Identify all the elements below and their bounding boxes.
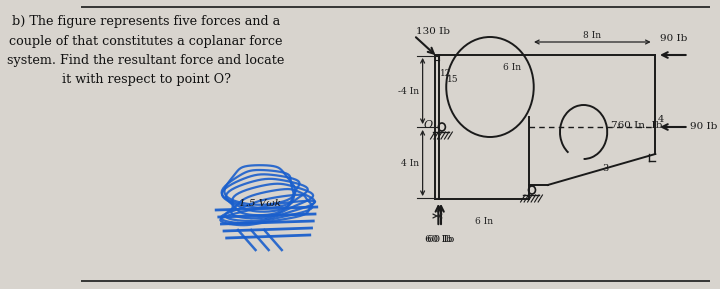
Text: 1.5 Vωk: 1.5 Vωk bbox=[239, 199, 281, 208]
Text: 4: 4 bbox=[658, 114, 665, 123]
Text: 8 In: 8 In bbox=[583, 31, 601, 40]
Text: b) The figure represents five forces and a
couple of that constitutes a coplanar: b) The figure represents five forces and… bbox=[7, 15, 285, 86]
Text: 6 In: 6 In bbox=[474, 217, 493, 226]
Text: 3: 3 bbox=[603, 164, 608, 173]
Text: 130 Ib: 130 Ib bbox=[415, 27, 449, 36]
Text: -4 In: -4 In bbox=[398, 86, 419, 95]
Text: 15: 15 bbox=[447, 75, 459, 84]
Text: 60 Ib: 60 Ib bbox=[425, 235, 452, 244]
Text: 12: 12 bbox=[440, 69, 451, 78]
Text: O: O bbox=[424, 120, 433, 130]
Text: 60 Ib: 60 Ib bbox=[427, 235, 455, 244]
Text: 90 Ib: 90 Ib bbox=[660, 34, 687, 43]
Text: 90 Ib: 90 Ib bbox=[690, 122, 718, 131]
Text: 4 In: 4 In bbox=[401, 158, 419, 168]
Text: 6 In: 6 In bbox=[503, 62, 521, 71]
Text: 760 In. Ib: 760 In. Ib bbox=[611, 121, 662, 131]
